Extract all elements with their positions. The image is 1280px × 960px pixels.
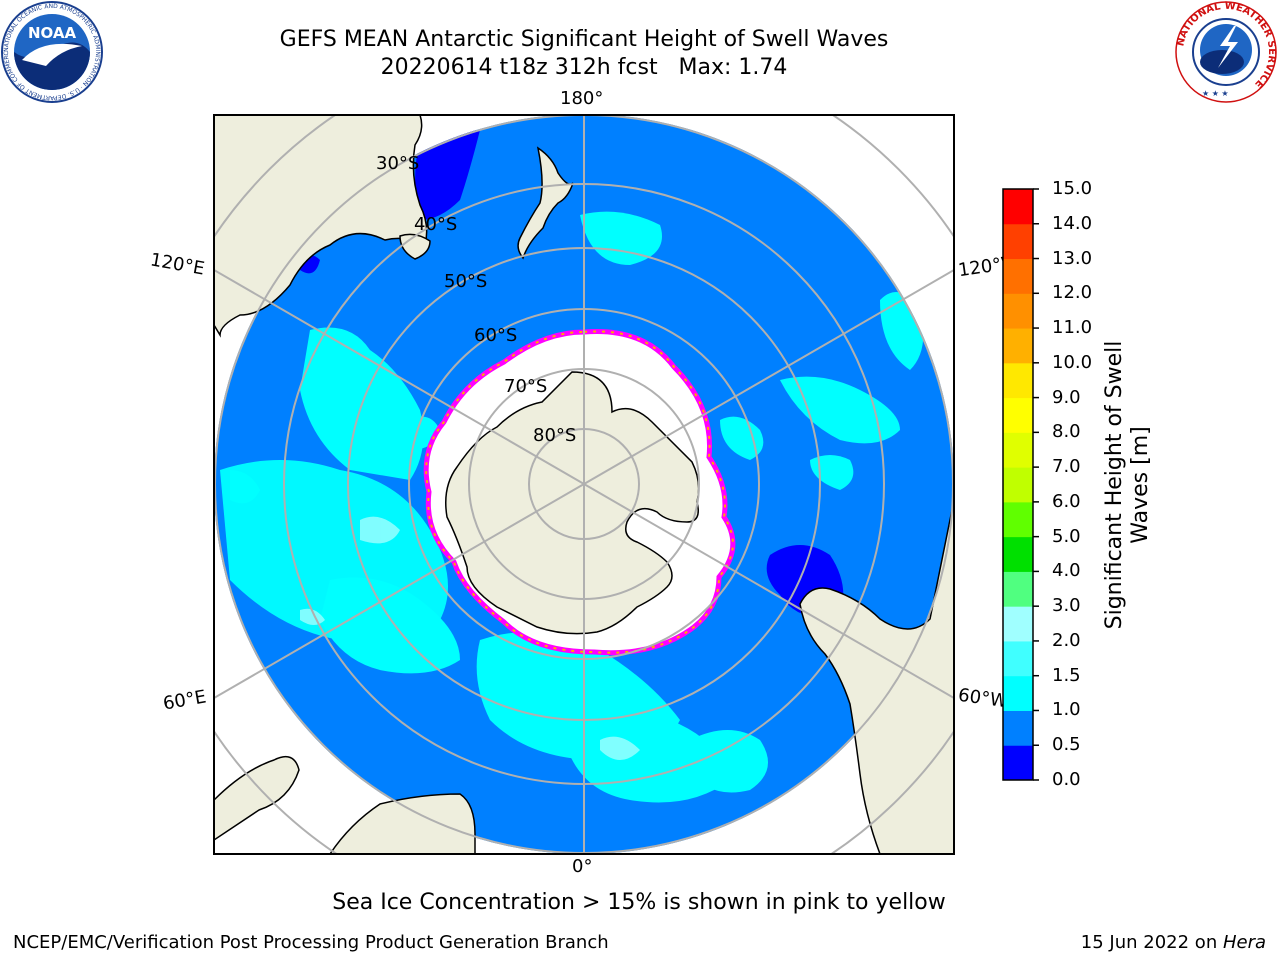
colorbar-tick-label: 0.0	[1052, 769, 1081, 790]
colorbar-tick-label: 4.0	[1052, 560, 1081, 582]
south-america-land	[799, 499, 954, 854]
madagascar-land	[214, 755, 300, 841]
lat-label-80s: 80°S	[533, 425, 576, 446]
colorbar-label: Significant Height of Swell Waves [m]	[1102, 340, 1153, 630]
africa-land	[329, 793, 476, 854]
lat-label-60s: 60°S	[474, 325, 517, 346]
colorbar-tick-label: 8.0	[1052, 421, 1081, 443]
colorbar-tick-label: 5.0	[1052, 525, 1081, 547]
sea-ice-note: Sea Ice Concentration > 15% is shown in …	[332, 890, 946, 915]
lon-label-180: 180°	[560, 88, 604, 109]
colorbar-tick-label: 6.0	[1052, 490, 1081, 512]
lon-label-0: 0°	[572, 856, 593, 877]
noaa-text: NOAA	[28, 24, 77, 42]
chart-title: GEFS MEAN Antarctic Significant Height o…	[279, 27, 889, 52]
colorbar-tick-label: 9.0	[1052, 386, 1081, 408]
colorbar-tick-label: 12.0	[1052, 282, 1093, 304]
nws-logo: NATIONAL WEATHER SERVICE ★ ★ ★	[1175, 1, 1277, 103]
colorbar-tick-label: 10.0	[1052, 351, 1093, 373]
colorbar-tick-label: 3.0	[1052, 595, 1081, 617]
colorbar-tick-label: 7.0	[1052, 456, 1081, 478]
star-icon: ★ ★ ★	[1202, 89, 1229, 98]
noaa-logo: NATIONAL OCEANIC AND ATMOSPHERIC ADMINIS…	[0, 0, 103, 103]
colorbar-tick-label: 1.0	[1052, 699, 1081, 721]
new-zealand-land	[517, 146, 574, 260]
colorbar-tick-label: 11.0	[1052, 317, 1093, 339]
lat-label-70s: 70°S	[504, 376, 547, 397]
colorbar-tick-label: 13.0	[1052, 247, 1093, 269]
colorbar-tick-label: 14.0	[1052, 212, 1093, 234]
colorbar-tick-label: 0.5	[1052, 734, 1081, 756]
colorbar-tick-label: 1.5	[1052, 664, 1081, 686]
footer-date: 15 Jun 2022 on Hera	[1080, 932, 1266, 953]
lat-label-40s: 40°S	[414, 214, 457, 235]
chart-subtitle: 20220614 t18z 312h fcst Max: 1.74	[380, 55, 788, 80]
swell-patches	[220, 211, 924, 803]
swell-patches-light	[300, 516, 640, 760]
lat-label-30s: 30°S	[376, 153, 419, 174]
antarctica-land	[445, 371, 700, 635]
colorbar-tick-label: 2.0	[1052, 629, 1081, 651]
colorbar-tick-label: 15.0	[1052, 178, 1093, 199]
footer-credit: NCEP/EMC/Verification Post Processing Pr…	[13, 932, 609, 953]
lat-label-50s: 50°S	[444, 271, 487, 292]
map-frame-border	[213, 114, 955, 855]
